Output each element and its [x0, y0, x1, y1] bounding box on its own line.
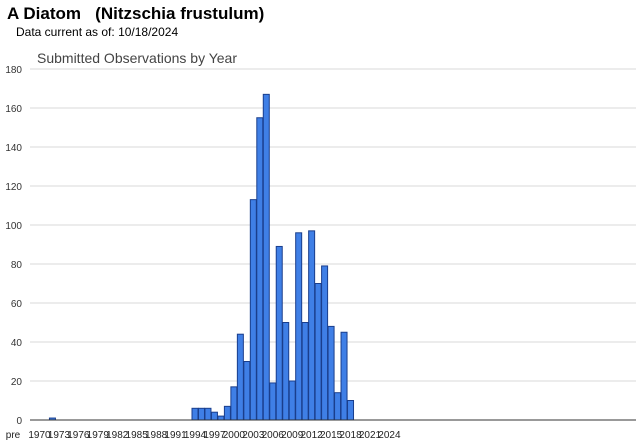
- bar-2018: [347, 400, 355, 421]
- y-tick-label: 180: [5, 65, 22, 76]
- bars: [48, 93, 355, 421]
- bar-2013: [314, 283, 322, 421]
- x-tick-label: 1997: [203, 430, 226, 441]
- common-name: A Diatom: [7, 4, 81, 23]
- y-tick-label: 80: [11, 260, 23, 271]
- bar-2009: [288, 380, 296, 421]
- x-axis: pre 1970197319761979198219851988199119941…: [6, 419, 636, 441]
- bar-2017: [340, 331, 348, 421]
- bar-2000: [230, 386, 238, 421]
- x-tick-label: 2024: [378, 430, 401, 441]
- bar-2005: [262, 93, 270, 421]
- x-tick-label: 2006: [262, 430, 285, 441]
- page-title: A Diatom (Nitzschia frustulum): [7, 4, 264, 24]
- bar-1995: [197, 407, 205, 421]
- x-tick-label: 2009: [281, 430, 304, 441]
- bar-1998: [217, 415, 225, 421]
- x-tick-label: 1970: [28, 430, 51, 441]
- x-tick-label: 2015: [320, 430, 343, 441]
- x-tick-label: 1973: [48, 430, 71, 441]
- x-tick-label: 1976: [67, 430, 90, 441]
- chart-title: Submitted Observations by Year: [37, 50, 237, 66]
- y-tick-label: 60: [11, 299, 23, 310]
- y-tick-label: 160: [5, 104, 22, 115]
- bar-1997: [210, 411, 218, 421]
- x-tick-label: 1979: [87, 430, 110, 441]
- bar-2016: [334, 392, 342, 421]
- x-tick-label: 1982: [106, 430, 129, 441]
- y-axis: 0 20 40 60 80 100 120 140 160 180: [5, 65, 22, 427]
- x-tick-label: 2003: [242, 430, 265, 441]
- bar-2008: [282, 322, 290, 421]
- grid-lines: [30, 68, 636, 382]
- x-tick-label: 2021: [359, 430, 382, 441]
- x-tick-label: 1994: [184, 430, 207, 441]
- bar-2003: [249, 199, 257, 421]
- bar-2001: [236, 333, 244, 421]
- bar-1994: [191, 407, 199, 421]
- x-tick-label: 1991: [164, 430, 187, 441]
- y-tick-label: 100: [5, 221, 22, 232]
- y-tick-label: 20: [11, 377, 23, 388]
- bar-2014: [321, 265, 329, 421]
- bar-2011: [301, 322, 309, 421]
- bar-1996: [204, 407, 212, 421]
- x-tick-label: 2018: [339, 430, 362, 441]
- data-current-note: Data current as of: 10/18/2024: [16, 25, 178, 39]
- x-tick-label: 1988: [145, 430, 168, 441]
- y-tick-label: 140: [5, 143, 22, 154]
- data-current-label: Data current as of:: [16, 25, 115, 39]
- y-tick-label: 120: [5, 182, 22, 193]
- bar-2012: [308, 230, 316, 421]
- y-tick-label: 0: [16, 416, 22, 427]
- bar-2015: [327, 325, 335, 421]
- bar-1999: [223, 405, 231, 421]
- bar-2004: [256, 117, 264, 421]
- x-tick-label: 1985: [126, 430, 149, 441]
- y-tick-label: 40: [11, 338, 23, 349]
- data-current-date: 10/18/2024: [118, 25, 179, 39]
- x-tick-label: 2000: [223, 430, 246, 441]
- scientific-name: (Nitzschia frustulum): [95, 4, 265, 23]
- bar-2002: [243, 361, 251, 421]
- bar-2007: [275, 245, 283, 421]
- x-tick-label: pre: [6, 430, 21, 441]
- bar-2010: [295, 232, 303, 421]
- x-tick-label: 2012: [301, 430, 324, 441]
- bar-2006: [269, 382, 277, 421]
